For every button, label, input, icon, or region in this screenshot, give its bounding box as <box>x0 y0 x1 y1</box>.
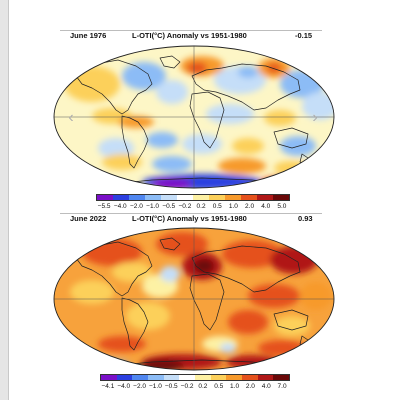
map-2022 <box>53 227 335 371</box>
colorbar-tick-label: −0.5 <box>162 203 176 210</box>
colorbar-tick-label: 4.0 <box>261 383 271 390</box>
graticule-2022 <box>54 228 334 370</box>
chevron-right-icon: › <box>312 109 318 126</box>
scrollbar[interactable] <box>0 0 9 400</box>
colorbar-swatch <box>210 375 227 380</box>
colorbar-tick-label: −2.0 <box>133 383 146 390</box>
colorbar-swatch <box>129 195 145 200</box>
graticule-1976 <box>54 46 334 188</box>
colorbar-swatch <box>195 375 211 380</box>
colorbar-tick-label: −1.0 <box>146 203 159 210</box>
next-chevron-button[interactable]: › <box>308 108 322 128</box>
map-1976 <box>53 45 335 189</box>
colorbar-tick-label: −0.5 <box>164 383 178 390</box>
colorbar-tick-label: −0.2 <box>180 383 194 390</box>
colorbar-swatch <box>242 375 258 380</box>
colorbar-tick-label: −4.0 <box>117 383 131 390</box>
colorbar-tick-label: 1.0 <box>230 383 240 390</box>
colorbar-swatch <box>161 195 177 200</box>
chevron-left-icon: ‹ <box>68 109 74 126</box>
colorbar-swatch <box>113 195 129 200</box>
colorbar-swatch <box>116 375 133 380</box>
colorbar-tick-label: 2.0 <box>245 203 255 210</box>
panel-1-title: L-OTI(°C) Anomaly vs 1951-1980 <box>132 31 247 40</box>
colorbar-swatch <box>148 375 164 380</box>
colorbar-tick-label: 1.0 <box>228 203 238 210</box>
colorbar-swatch <box>257 195 273 200</box>
colorbar-swatch <box>241 195 257 200</box>
colorbar-swatch <box>101 375 117 380</box>
colorbar-swatch <box>273 375 290 380</box>
colorbar-tick-label: −0.2 <box>178 203 192 210</box>
panel-1-header-rule <box>60 30 322 31</box>
colorbar-tick-label: 4.0 <box>261 203 271 210</box>
colorbar-tick-label: −1.0 <box>148 383 162 390</box>
colorbar-swatch <box>145 195 161 200</box>
colorbar-swatch <box>163 375 180 380</box>
colorbar-swatch <box>132 375 149 380</box>
colorbar-swatch <box>97 195 113 200</box>
colorbar-tick-label: −4.0 <box>113 203 127 210</box>
coastlines-2022 <box>75 237 309 367</box>
colorbar-swatch <box>225 195 241 200</box>
colorbar-tick-label: 0.2 <box>196 203 206 210</box>
colorbar-swatch <box>257 375 274 380</box>
colorbar-2022 <box>100 374 290 381</box>
colorbar-swatch <box>193 195 209 200</box>
colorbar-tick-label: −2.0 <box>129 203 143 210</box>
colorbar-swatch <box>273 195 289 200</box>
panel-1-date: June 1976 <box>70 31 107 40</box>
panel-1-mean-anomaly: -0.15 <box>295 31 313 40</box>
colorbar-tick-label: −4.1 <box>101 383 115 390</box>
prev-chevron-button[interactable]: ‹ <box>64 108 78 128</box>
colorbar-tick-label: 0.2 <box>198 383 208 390</box>
panel-2-mean-anomaly: 0.93 <box>298 214 313 223</box>
colorbar-1976 <box>96 194 290 201</box>
colorbar-tick-label: 5.0 <box>277 203 287 210</box>
colorbar-tick-label: 0.5 <box>214 383 224 390</box>
panel-2-title: L-OTI(°C) Anomaly vs 1951-1980 <box>132 214 247 223</box>
figure-container: June 1976 L-OTI(°C) Anomaly vs 1951-1980… <box>8 0 400 400</box>
panel-2-header-rule <box>60 213 322 214</box>
panel-2-date: June 2022 <box>70 214 107 223</box>
colorbar-swatch <box>177 195 193 200</box>
colorbar-tick-label: 7.0 <box>277 383 287 390</box>
colorbar-tick-label: −5.5 <box>97 203 111 210</box>
colorbar-tick-label: 2.0 <box>245 383 255 390</box>
colorbar-swatch <box>179 375 196 380</box>
colorbar-tick-label: 0.5 <box>212 203 222 210</box>
colorbar-swatch <box>209 195 225 200</box>
colorbar-swatch <box>226 375 243 380</box>
